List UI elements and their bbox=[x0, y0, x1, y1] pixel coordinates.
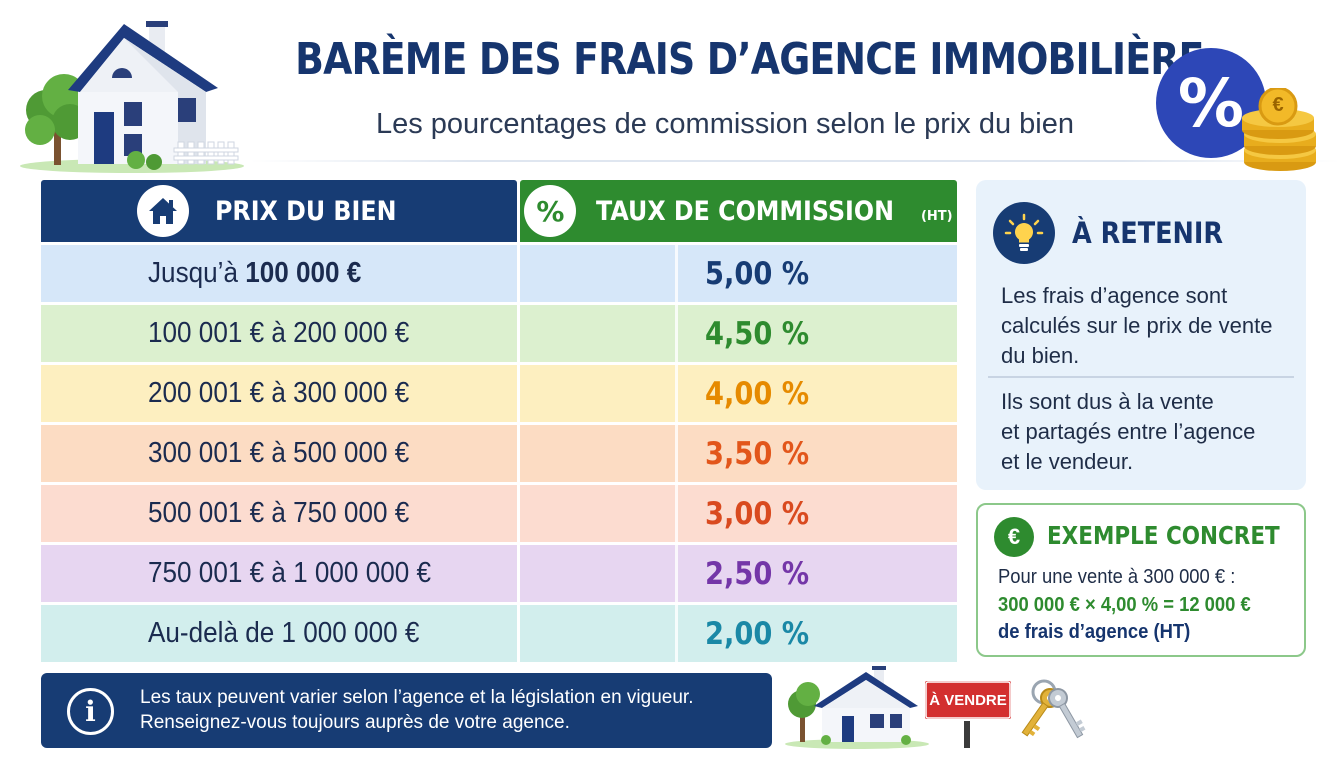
house-icon bbox=[136, 185, 189, 237]
rate-value: 3,00 % bbox=[705, 495, 810, 532]
rate-cell-divider bbox=[675, 365, 678, 422]
exemple-line-3: de frais d’agence (HT) bbox=[998, 621, 1191, 643]
rate-cell-divider bbox=[675, 245, 678, 302]
exemple-title: EXEMPLE CONCRET bbox=[1047, 521, 1280, 550]
page-subtitle: Les pourcentages de commission selon le … bbox=[375, 108, 1074, 140]
rate-cell-divider bbox=[675, 485, 678, 542]
page-title: BARÈME DES FRAIS D’AGENCE IMMOBILIÈRE bbox=[295, 34, 1204, 85]
exemple-line-1: Pour une vente à 300 000 € : bbox=[998, 566, 1236, 588]
table-row: 300 001 € à 500 000 € 3,50 % bbox=[41, 425, 957, 482]
table-row: 100 001 € à 200 000 € 4,50 % bbox=[41, 305, 957, 362]
header-divider bbox=[250, 160, 1340, 162]
rate-cell: 4,00 % bbox=[520, 365, 957, 422]
rate-value: 2,00 % bbox=[705, 615, 810, 652]
rate-cell: 2,00 % bbox=[520, 605, 957, 662]
rate-value: 5,00 % bbox=[705, 255, 810, 292]
header-rate: % TAUX DE COMMISSION (HT) bbox=[520, 180, 957, 242]
retenir-divider bbox=[988, 376, 1294, 378]
header-rate-label: TAUX DE COMMISSION bbox=[596, 195, 895, 227]
rate-cell: 5,00 % bbox=[520, 245, 957, 302]
price-prefix: Jusqu’à bbox=[148, 257, 246, 289]
price-cell: 750 001 € à 1 000 000 € bbox=[41, 545, 517, 602]
price-value: 100 000 € bbox=[245, 257, 362, 289]
price-range: 200 001 € à 300 000 € bbox=[148, 377, 409, 410]
price-cell: Jusqu’à 100 000 € bbox=[41, 245, 517, 302]
info-line-1: Les taux peuvent varier selon l’agence e… bbox=[140, 687, 694, 708]
exemple-line-2: 300 000 € × 4,00 % = 12 000 € bbox=[998, 594, 1251, 616]
retenir-text-1c: du bien. bbox=[1001, 343, 1080, 368]
price-cell: 300 001 € à 500 000 € bbox=[41, 425, 517, 482]
price-cell: 200 001 € à 300 000 € bbox=[41, 365, 517, 422]
coin-stack-icon bbox=[1242, 88, 1316, 171]
rate-value: 2,50 % bbox=[705, 555, 810, 592]
rate-cell: 4,50 % bbox=[520, 305, 957, 362]
coin-euro-symbol: € bbox=[1272, 94, 1284, 116]
retenir-text-2b: et partagés entre l’agence bbox=[1001, 419, 1256, 444]
price-range: 300 001 € à 500 000 € bbox=[148, 437, 409, 470]
price-range: Au-delà de 1 000 000 € bbox=[148, 617, 419, 650]
price-text: 100 001 € à 200 000 € bbox=[148, 317, 410, 349]
table-body: Jusqu’à 100 000 € 5,00 % 100 001 € à 200 0… bbox=[41, 245, 957, 662]
info-line-2: Renseignez-vous toujours auprès de votre… bbox=[140, 712, 570, 733]
price-cell: Au-delà de 1 000 000 € bbox=[41, 605, 517, 662]
commission-table: PRIX DU BIEN % TAUX DE COMMISSION (HT) J… bbox=[41, 180, 957, 662]
info-banner bbox=[41, 673, 772, 748]
table-row: Jusqu’à 100 000 € 5,00 % bbox=[41, 245, 957, 302]
price-text: 300 001 € à 500 000 € bbox=[148, 437, 410, 469]
for-sale-sign-icon bbox=[923, 679, 1013, 748]
rate-cell: 3,50 % bbox=[520, 425, 957, 482]
rate-value: 4,00 % bbox=[705, 375, 810, 412]
rate-cell-divider bbox=[675, 425, 678, 482]
rate-value: 3,50 % bbox=[705, 435, 810, 472]
retenir-text-2a: Ils sont dus à la vente bbox=[1001, 389, 1214, 414]
lightbulb-icon bbox=[993, 202, 1055, 264]
retenir-title: À RETENIR bbox=[1072, 216, 1224, 250]
price-range: 100 001 € à 200 000 € bbox=[148, 317, 409, 350]
rate-cell-divider bbox=[675, 305, 678, 362]
info-icon: i bbox=[67, 688, 114, 735]
price-range: 500 001 € à 750 000 € bbox=[148, 497, 409, 530]
price-text: 200 001 € à 300 000 € bbox=[148, 377, 410, 409]
price-text: 500 001 € à 750 000 € bbox=[148, 497, 410, 529]
for-sale-sign-label: À VENDRE bbox=[929, 692, 1007, 709]
retenir-text-1b: calculés sur le prix de vente bbox=[1001, 313, 1273, 338]
header-price: PRIX DU BIEN bbox=[41, 180, 517, 242]
percent-icon: % bbox=[524, 185, 577, 237]
retenir-text-2c: et le vendeur. bbox=[1001, 449, 1134, 474]
price-text: 750 001 € à 1 000 000 € bbox=[148, 557, 432, 589]
rate-cell-divider bbox=[675, 545, 678, 602]
price-range: 750 001 € à 1 000 000 € bbox=[148, 557, 431, 590]
price-range: Jusqu’à 100 000 € bbox=[148, 257, 361, 290]
house-small-illustration bbox=[785, 666, 929, 749]
rate-value: 4,50 % bbox=[705, 315, 810, 352]
rate-cell-divider bbox=[675, 605, 678, 662]
price-cell: 500 001 € à 750 000 € bbox=[41, 485, 517, 542]
table-header: PRIX DU BIEN % TAUX DE COMMISSION (HT) bbox=[41, 180, 957, 242]
table-row: 500 001 € à 750 000 € 3,00 % bbox=[41, 485, 957, 542]
rate-cell: 3,00 % bbox=[520, 485, 957, 542]
price-cell: 100 001 € à 200 000 € bbox=[41, 305, 517, 362]
price-text: Au-delà de 1 000 000 € bbox=[148, 617, 420, 649]
rate-cell: 2,50 % bbox=[520, 545, 957, 602]
table-row: Au-delà de 1 000 000 € 2,00 % bbox=[41, 605, 957, 662]
header-rate-suffix: (HT) bbox=[920, 208, 953, 224]
euro-icon: € bbox=[994, 517, 1034, 557]
table-row: 200 001 € à 300 000 € 4,00 % bbox=[41, 365, 957, 422]
header-price-label: PRIX DU BIEN bbox=[214, 195, 397, 227]
keys-icon bbox=[1021, 679, 1086, 739]
table-row: 750 001 € à 1 000 000 € 2,50 % bbox=[41, 545, 957, 602]
house-illustration bbox=[20, 21, 244, 173]
retenir-text-1a: Les frais d’agence sont bbox=[1001, 283, 1228, 308]
